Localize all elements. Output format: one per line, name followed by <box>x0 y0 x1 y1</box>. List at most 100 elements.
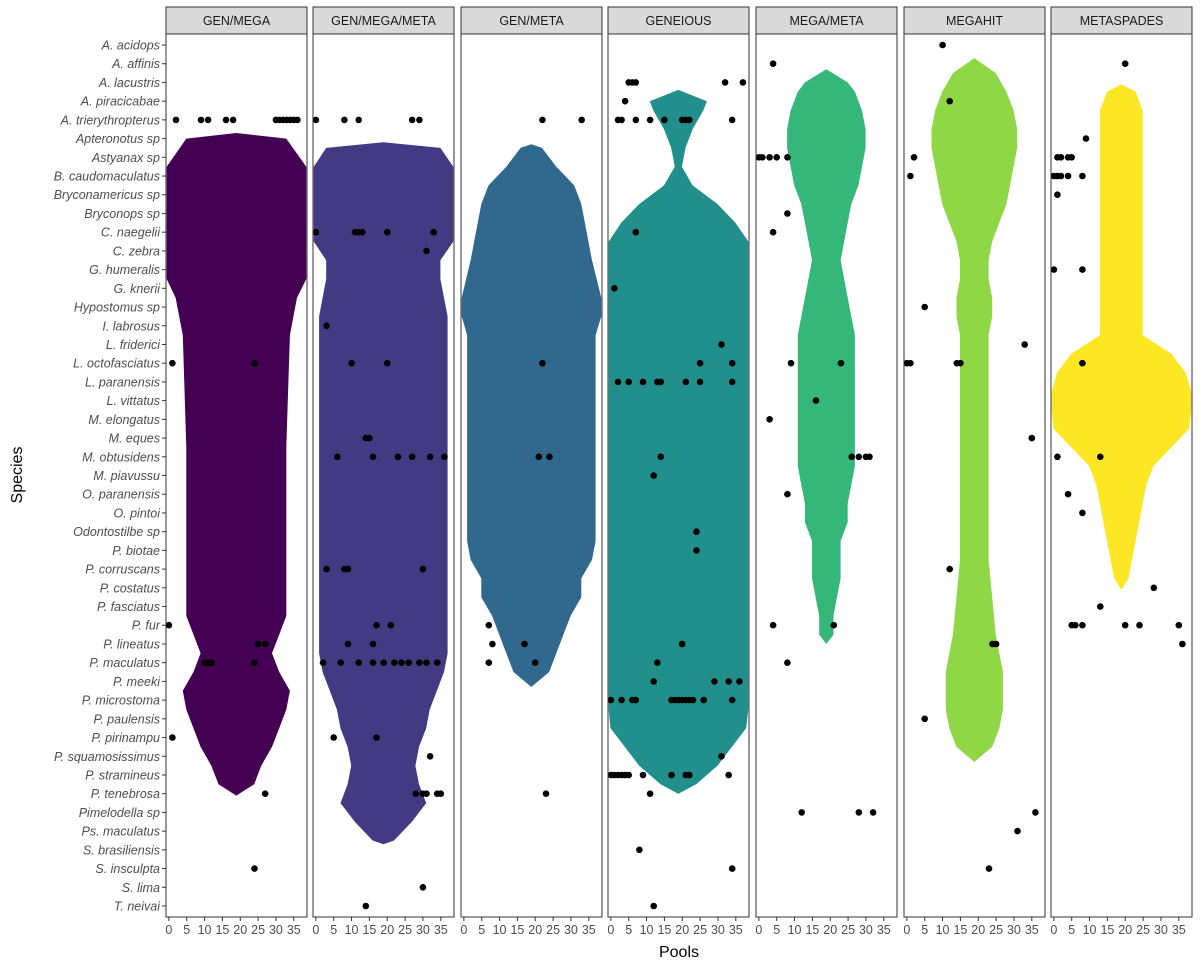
data-point <box>907 172 914 180</box>
violin-shape <box>787 69 866 645</box>
data-point <box>736 678 743 685</box>
facet-strip <box>607 6 750 35</box>
data-point <box>419 884 427 891</box>
y-axis-title: Species <box>9 447 26 504</box>
data-point <box>294 116 301 124</box>
data-point <box>650 678 657 685</box>
y-tick-label: Bryconops sp <box>84 207 160 221</box>
y-tick-label: M. elongatus <box>88 413 160 427</box>
data-point <box>721 79 729 86</box>
x-tick-label: 20 <box>823 923 837 937</box>
data-point <box>348 359 355 367</box>
data-point <box>700 696 707 704</box>
facet-strip-label: MEGAHIT <box>946 14 1003 28</box>
x-tick-label: 25 <box>989 923 1003 937</box>
data-point <box>1079 266 1086 273</box>
data-point <box>1097 603 1104 610</box>
data-point <box>423 659 430 666</box>
data-point <box>433 659 441 666</box>
data-point <box>539 359 546 367</box>
y-tick-label: P. fasciatus <box>97 600 160 614</box>
data-point <box>907 359 914 367</box>
x-tick-label: 35 <box>729 923 743 937</box>
data-point <box>387 621 395 629</box>
x-tick-label: 35 <box>1172 923 1186 937</box>
data-point <box>172 116 180 124</box>
data-point <box>654 659 661 666</box>
x-tick-label: 30 <box>1007 923 1021 937</box>
panel-border <box>903 33 1046 918</box>
x-tick-label: 20 <box>675 923 689 937</box>
data-point <box>373 734 380 741</box>
panel-border <box>165 33 308 918</box>
data-point <box>957 359 964 367</box>
panel-border <box>1050 33 1193 918</box>
data-point <box>423 247 430 255</box>
data-point <box>1175 621 1183 629</box>
data-point <box>784 154 791 161</box>
data-point <box>408 453 416 461</box>
data-point <box>725 678 732 685</box>
data-point <box>1021 341 1028 348</box>
data-point <box>323 565 330 573</box>
y-tick-label: S. brasiliensis <box>83 843 160 857</box>
data-point <box>254 640 262 648</box>
data-point <box>632 228 640 236</box>
x-tick-label: 20 <box>528 923 542 937</box>
y-tick-label: P. costatus <box>100 581 160 595</box>
data-point <box>485 659 493 666</box>
data-point <box>1064 490 1072 498</box>
y-tick-label: P. maculatus <box>89 656 160 670</box>
x-tick-label: 15 <box>953 923 967 937</box>
data-point <box>430 228 438 236</box>
data-point <box>946 97 953 105</box>
data-point <box>251 359 258 367</box>
x-tick-label: 30 <box>416 923 430 937</box>
x-tick-label: 30 <box>711 923 725 937</box>
data-point <box>312 228 320 236</box>
data-point <box>1068 154 1075 161</box>
x-tick-label: 35 <box>1025 923 1039 937</box>
x-axis-title: Pools <box>659 944 699 961</box>
y-tick-label: S. lima <box>122 881 160 895</box>
y-tick-label: M. obtusidens <box>82 450 160 464</box>
data-point <box>784 210 791 217</box>
x-tick-label: 25 <box>251 923 265 937</box>
data-point <box>1054 191 1061 198</box>
y-tick-label: P. microstoma <box>82 694 160 708</box>
x-tick-label: 30 <box>269 923 283 937</box>
data-point <box>1054 453 1061 461</box>
data-point <box>380 659 388 666</box>
data-point <box>837 359 845 367</box>
data-point <box>535 453 543 461</box>
panel-border <box>460 33 603 918</box>
data-point <box>1097 453 1104 461</box>
data-point <box>261 790 269 797</box>
data-point <box>921 303 928 311</box>
data-point <box>169 734 176 741</box>
x-tick-label: 5 <box>478 923 485 937</box>
y-tick-label: L. paranensis <box>85 375 160 389</box>
data-point <box>366 434 373 442</box>
x-tick-label: 10 <box>788 923 802 937</box>
violin-shape <box>166 133 307 796</box>
y-axis: A. acidops A. affinis A. lacustris A. pirac… <box>54 39 166 914</box>
data-point <box>728 116 736 124</box>
y-tick-label: Bryconamericus sp <box>54 188 160 202</box>
data-point <box>261 640 269 648</box>
x-tick-label: 20 <box>1118 923 1132 937</box>
data-point <box>485 621 493 629</box>
data-point <box>625 771 632 779</box>
data-point <box>546 453 553 461</box>
y-tick-label: Astyanax sp <box>91 151 160 165</box>
data-point <box>650 472 657 479</box>
data-point <box>693 528 700 535</box>
x-tick-label: 5 <box>773 923 780 937</box>
data-point <box>521 640 528 648</box>
data-point <box>657 378 665 386</box>
data-point <box>611 285 618 292</box>
data-point <box>787 359 795 367</box>
